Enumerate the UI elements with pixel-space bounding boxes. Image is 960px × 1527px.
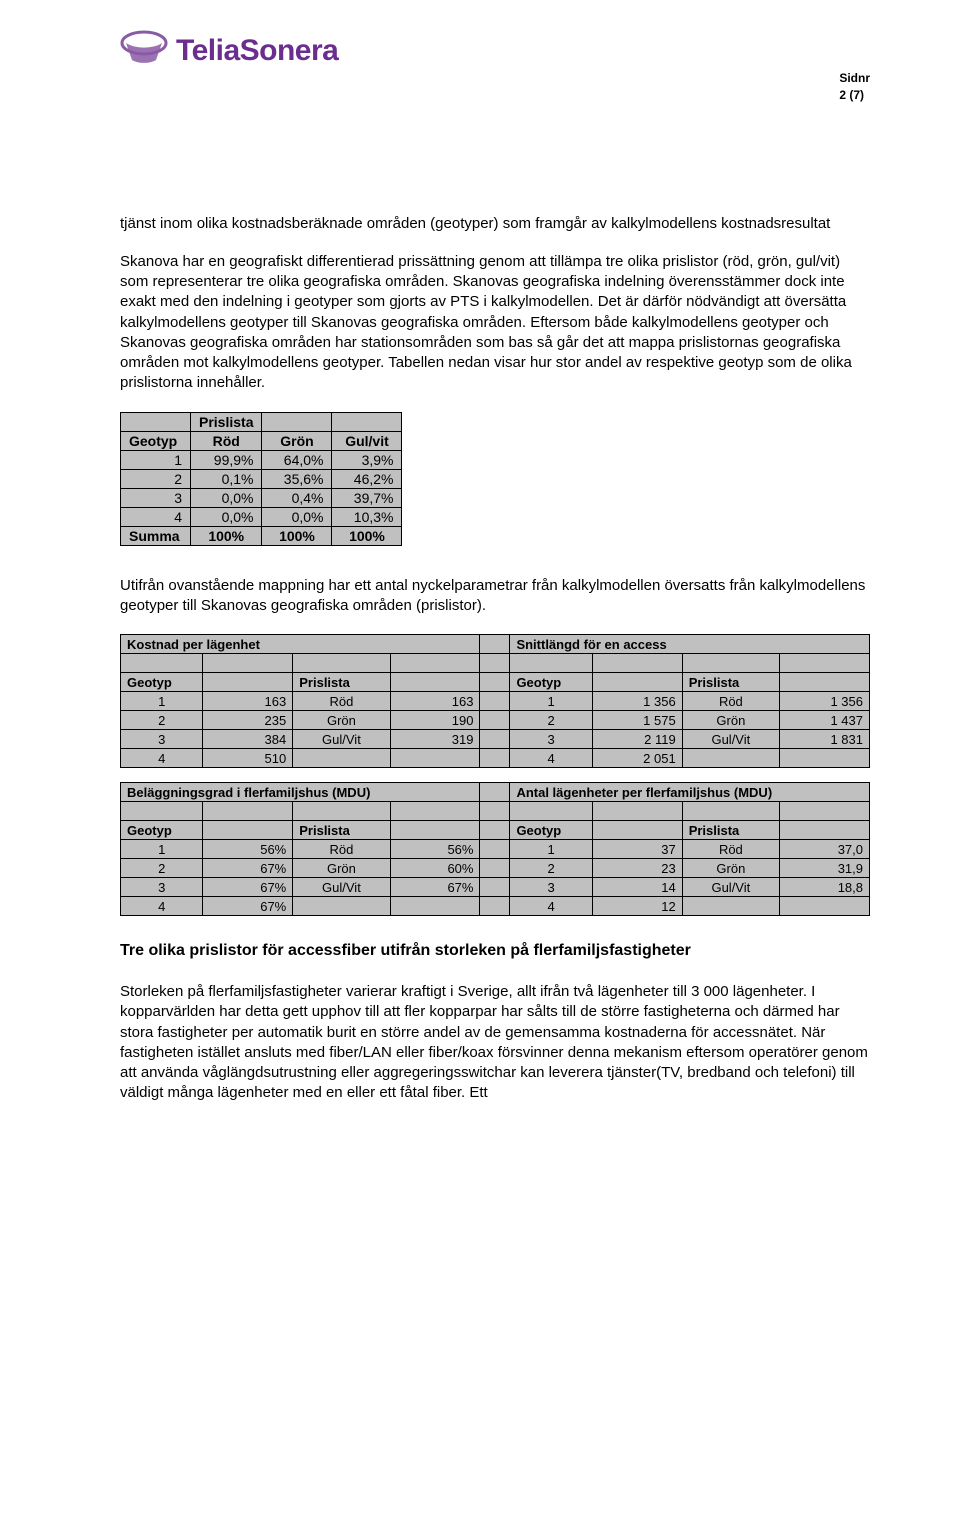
title-row: Beläggningsgrad i flerfamiljshus (MDU) A… (121, 783, 870, 802)
table-row: 4 0,0% 0,0% 10,3% (121, 507, 402, 526)
table-sum-row: Summa 100% 100% 100% (121, 526, 402, 545)
spacer-row (121, 802, 870, 821)
header-row: Geotyp Prislista Geotyp Prislista (121, 673, 870, 692)
header-row: Geotyp Prislista Geotyp Prislista (121, 821, 870, 840)
param-table-a: Kostnad per lägenhet Snittlängd för en a… (120, 634, 870, 768)
blank-cell (332, 412, 402, 431)
table-row: 1 99,9% 64,0% 3,9% (121, 450, 402, 469)
table-row: 3384Gul/Vit319 32 119Gul/Vit1 831 (121, 730, 870, 749)
document-page: TeliaSonera Sidnr 2 (7) tjänst inom olik… (0, 0, 960, 1182)
page-number: 2 (7) (839, 87, 870, 104)
paragraph-2: Skanova har en geografiskt differentiera… (120, 252, 870, 394)
brand-name: TeliaSonera (176, 34, 338, 68)
page-header: TeliaSonera Sidnr 2 (7) (120, 30, 870, 104)
paragraph-1: tjänst inom olika kostnadsberäknade områ… (120, 214, 870, 234)
spacer-row (121, 654, 870, 673)
section-heading: Tre olika prislistor för accessfiber uti… (120, 942, 870, 960)
prislista-header: Prislista (191, 412, 262, 431)
table-row: 1163Röd163 11 356Röd1 356 (121, 692, 870, 711)
table-row: 4510 42 051 (121, 749, 870, 768)
table-row: 267%Grön60% 223Grön31,9 (121, 859, 870, 878)
page-meta: Sidnr 2 (7) (839, 30, 870, 104)
table-row: 467% 412 (121, 897, 870, 916)
col-rod: Röd (191, 431, 262, 450)
table-row: 2 0,1% 35,6% 46,2% (121, 469, 402, 488)
table-row: 2235Grön190 21 575Grön1 437 (121, 711, 870, 730)
title-row: Kostnad per lägenhet Snittlängd för en a… (121, 635, 870, 654)
blank-cell (262, 412, 332, 431)
prislista-pct-table: Prislista Geotyp Röd Grön Gul/vit 1 99,9… (120, 412, 402, 546)
sidnr-label: Sidnr (839, 70, 870, 87)
brand-block: TeliaSonera (120, 30, 338, 72)
table-row: 3 0,0% 0,4% 39,7% (121, 488, 402, 507)
blank-cell (121, 412, 191, 431)
col-gron: Grön (262, 431, 332, 450)
paragraph-3: Utifrån ovanstående mappning har ett ant… (120, 576, 870, 617)
paragraph-4: Storleken på flerfamiljsfastigheter vari… (120, 982, 870, 1104)
table-row: 156%Röd56% 137Röd37,0 (121, 840, 870, 859)
col-gulvit: Gul/vit (332, 431, 402, 450)
col-geotyp: Geotyp (121, 431, 191, 450)
brand-logo-icon (120, 30, 168, 72)
table-row: 367%Gul/Vit67% 314Gul/Vit18,8 (121, 878, 870, 897)
param-table-b: Beläggningsgrad i flerfamiljshus (MDU) A… (120, 782, 870, 916)
